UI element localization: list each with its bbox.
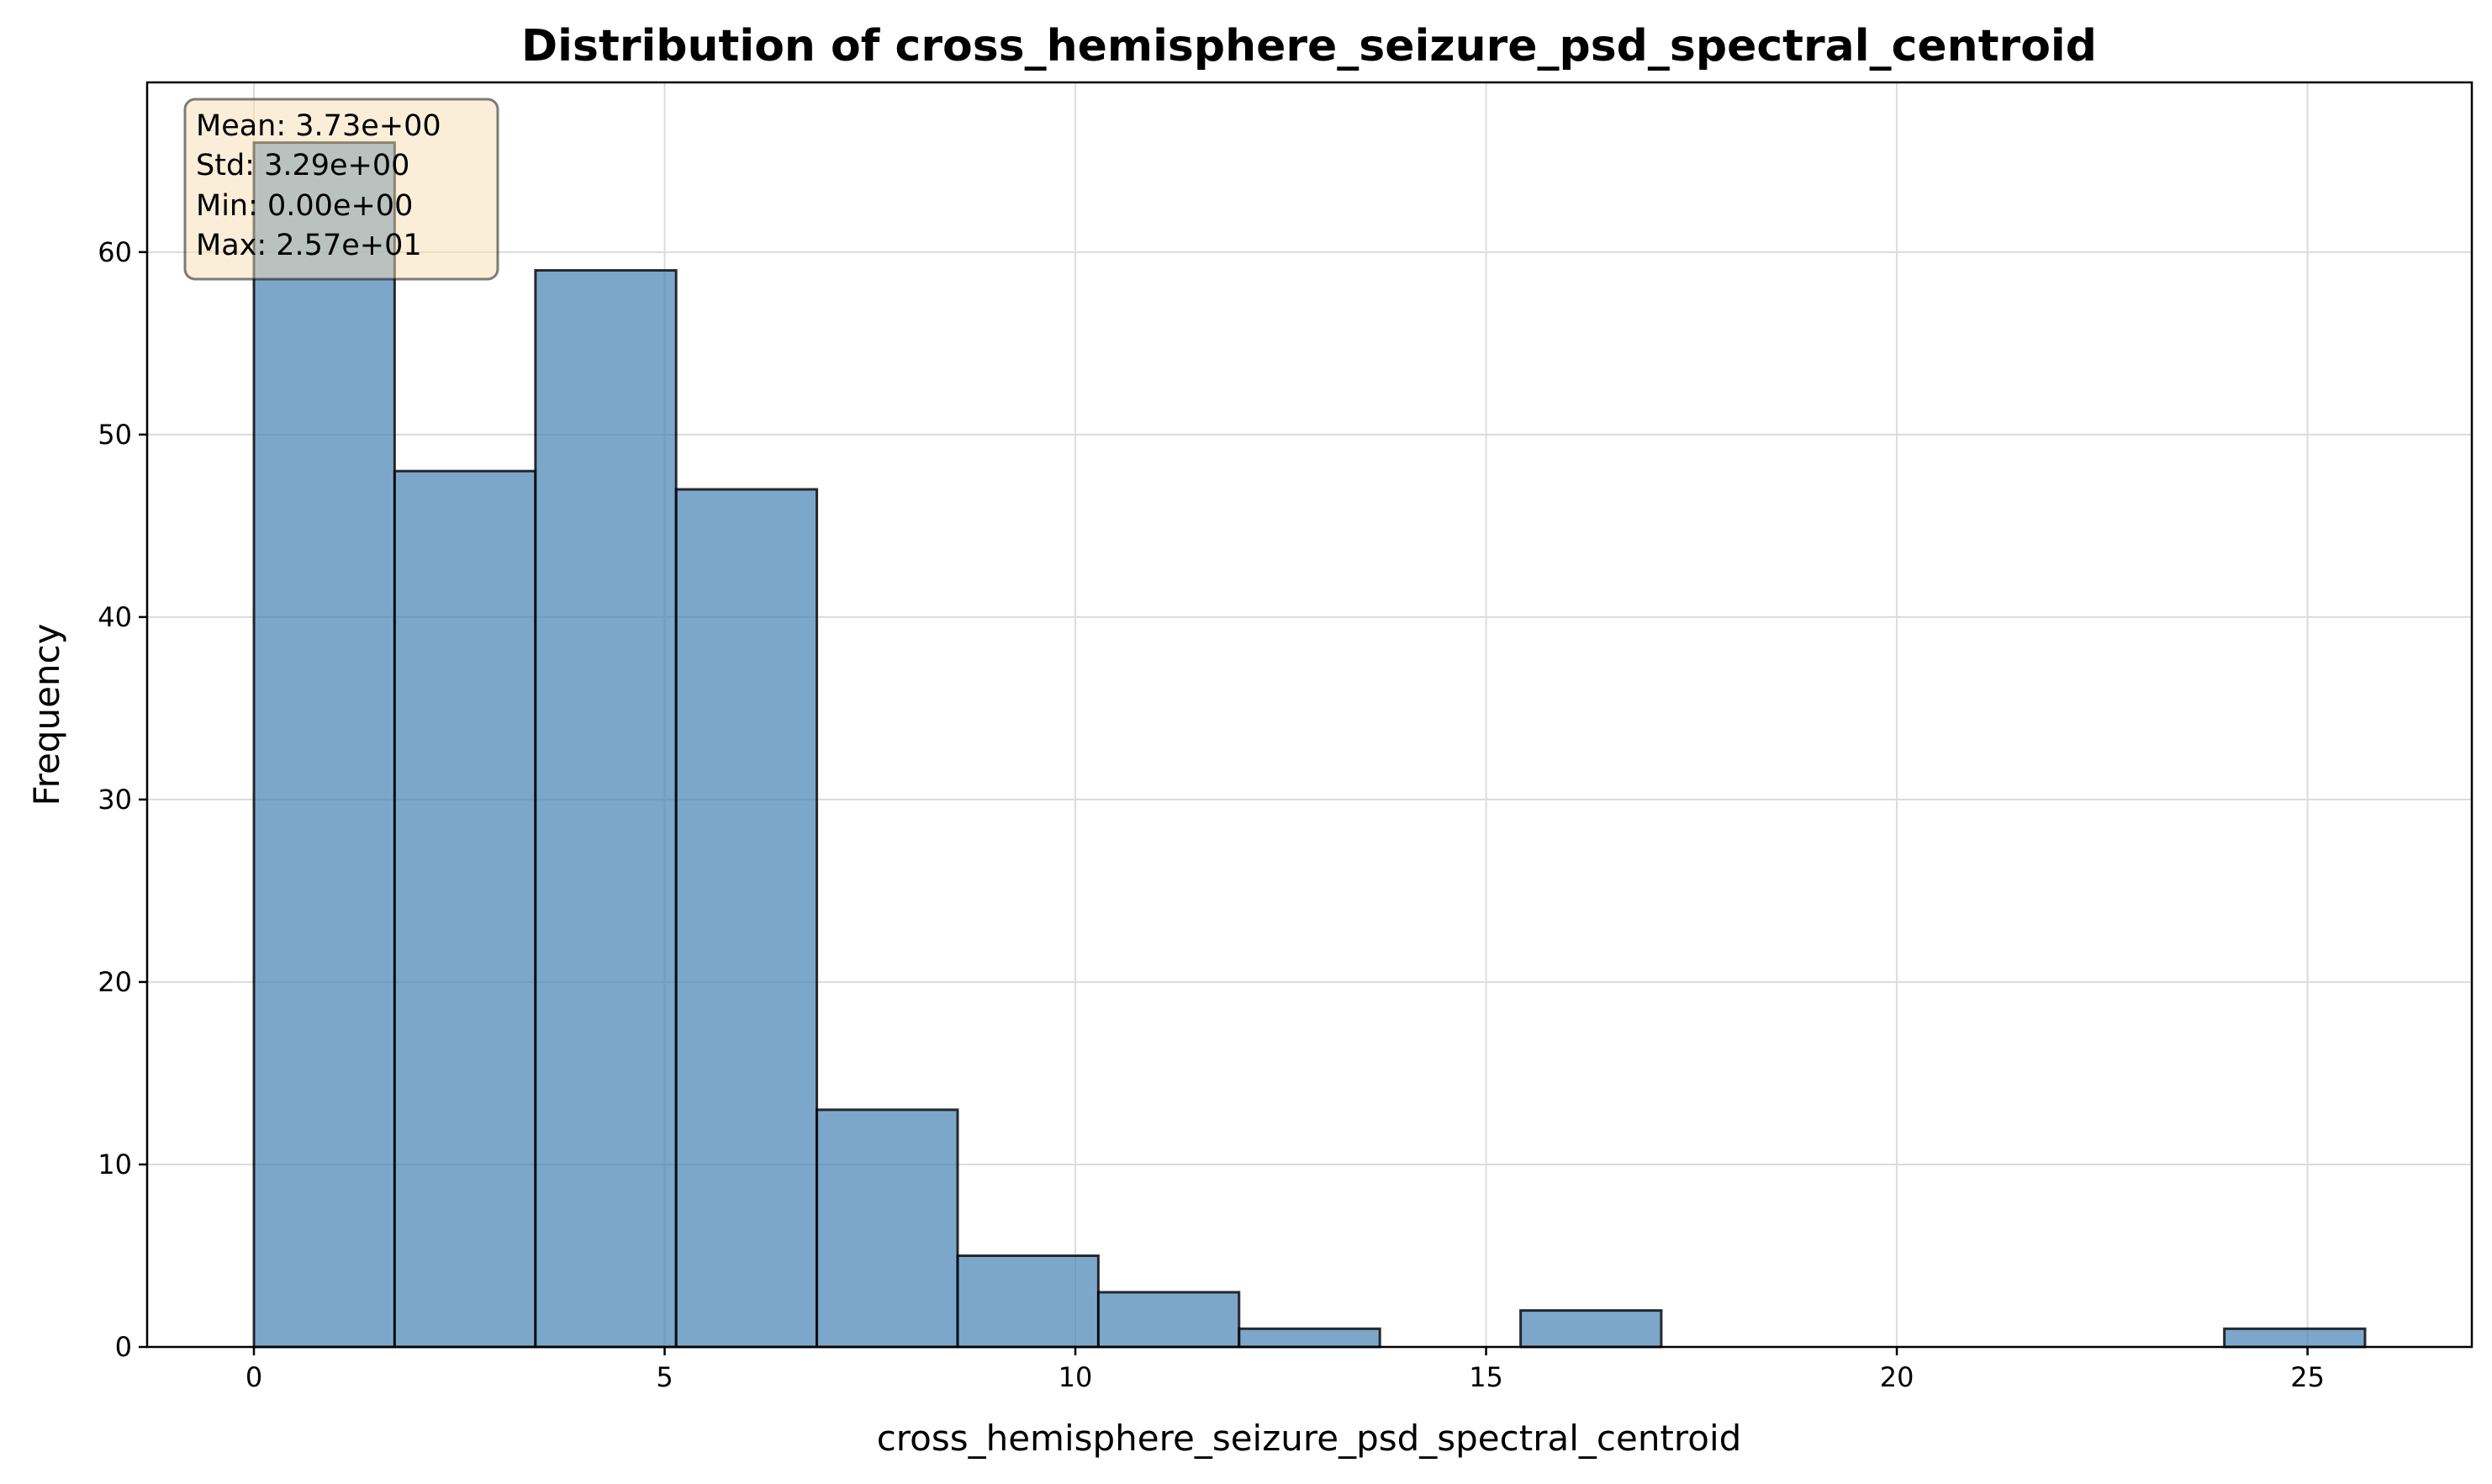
histogram-bar [2223,1327,2367,1349]
y-tick-label: 0 [115,1331,132,1363]
histogram-bar [674,488,819,1349]
chart-title: Distribution of cross_hemisphere_seizure… [521,21,2097,71]
x-tick-label: 10 [1059,1361,1093,1393]
x-tick-label: 0 [246,1361,262,1393]
x-tick-label: 15 [1469,1361,1503,1393]
x-axis-label: cross_hemisphere_seizure_psd_spectral_ce… [877,1418,1742,1459]
histogram-bar [1096,1291,1241,1349]
stats-mean: Mean: 3.73e+00 [196,109,441,143]
histogram-bar [534,269,678,1349]
y-tick-label: 30 [98,784,132,816]
histogram-bar [956,1254,1100,1349]
plot-frame [145,81,2474,1349]
stats-std: Std: 3.29e+00 [196,149,409,182]
histogram-bar [1238,1327,1381,1349]
y-tick-label: 10 [98,1149,132,1180]
x-tick-label: 5 [656,1361,673,1393]
y-tick-label: 60 [98,236,132,268]
histogram-bar [816,1108,959,1349]
histogram-bars [252,141,2367,1349]
y-tick-label: 50 [98,419,132,451]
x-tick-label: 25 [2290,1361,2325,1393]
y-tick-label: 40 [98,601,132,633]
axis-ticks: 0 5 10 15 20 25 0 10 20 30 40 50 60 [98,236,2325,1393]
histogram-bar [393,469,537,1349]
stats-box: Mean: 3.73e+00 Std: 3.29e+00 Min: 0.00e+… [183,98,499,281]
histogram-bar [252,141,396,1349]
stats-max: Max: 2.57e+01 [196,229,422,262]
stats-min: Min: 0.00e+00 [196,189,413,223]
x-tick-label: 20 [1880,1361,1914,1393]
histogram-bar [1519,1309,1663,1349]
stats-box-background [183,98,499,281]
y-tick-label: 20 [98,966,132,998]
y-axis-label: Frequency [26,624,67,806]
